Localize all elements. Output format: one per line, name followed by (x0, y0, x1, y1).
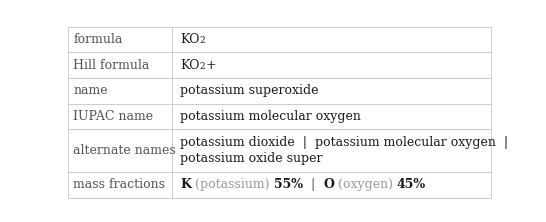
Text: alternate names: alternate names (73, 144, 176, 157)
Text: K: K (180, 178, 191, 191)
Text: |: | (303, 178, 323, 191)
Text: +: + (205, 59, 216, 72)
Text: (potassium): (potassium) (191, 178, 274, 191)
Text: KO: KO (180, 33, 200, 46)
Text: O: O (323, 178, 334, 191)
Text: potassium superoxide: potassium superoxide (180, 84, 319, 97)
Text: Hill formula: Hill formula (73, 59, 150, 72)
Text: potassium oxide super: potassium oxide super (180, 152, 323, 165)
Text: 2: 2 (200, 36, 205, 45)
Text: potassium molecular oxygen: potassium molecular oxygen (180, 110, 361, 123)
Text: formula: formula (73, 33, 123, 46)
Text: potassium dioxide  |  potassium molecular oxygen  |: potassium dioxide | potassium molecular … (180, 136, 508, 149)
Text: 45%: 45% (397, 178, 426, 191)
Text: mass fractions: mass fractions (73, 178, 165, 191)
Text: 2: 2 (200, 62, 205, 71)
Text: IUPAC name: IUPAC name (73, 110, 153, 123)
Text: 55%: 55% (274, 178, 303, 191)
Text: (oxygen): (oxygen) (334, 178, 397, 191)
Text: KO: KO (180, 59, 200, 72)
Text: name: name (73, 84, 108, 97)
